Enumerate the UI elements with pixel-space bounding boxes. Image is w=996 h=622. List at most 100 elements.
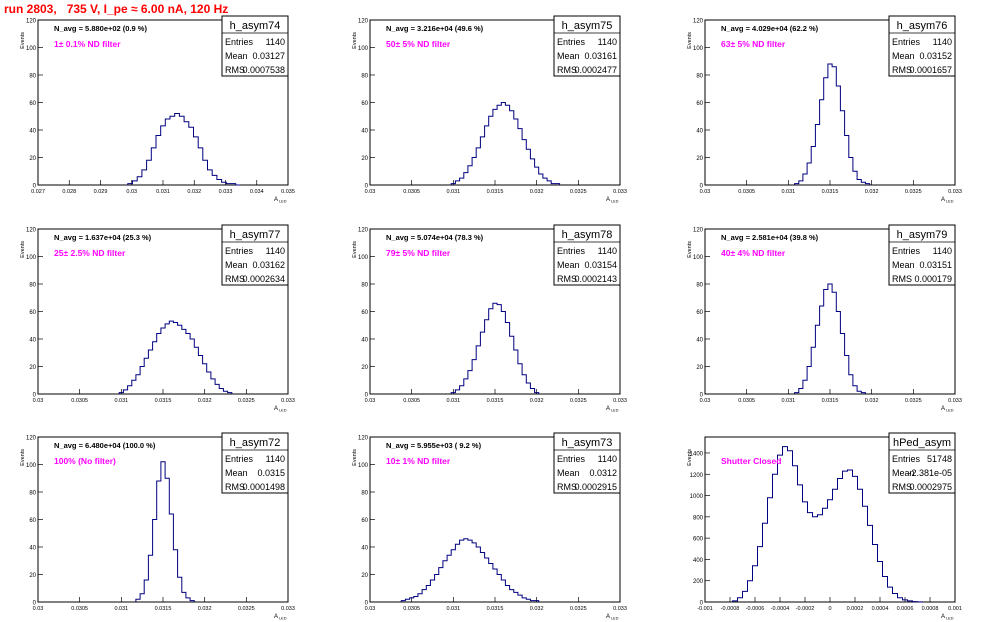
- x-tick-label: 0.03: [126, 189, 137, 195]
- x-tick-label: 0.0325: [570, 189, 587, 195]
- stat-label: Mean: [892, 51, 915, 61]
- y-tick-label: 80: [29, 74, 36, 80]
- y-tick-label: 40: [361, 546, 368, 552]
- navg-label: N_avg = 4.029e+04 (62.2 %): [721, 24, 819, 33]
- stat-value: 0.03154: [584, 260, 617, 270]
- y-tick-label: 100: [693, 255, 704, 261]
- x-tick-label: -0.001: [697, 606, 713, 612]
- x-tick-label: 0.033: [281, 398, 295, 404]
- x-tick-label: 0.031: [446, 398, 460, 404]
- x-tick-label: 0.0325: [238, 606, 255, 612]
- y-tick-label: 40: [29, 129, 36, 135]
- y-tick-label: 100: [26, 46, 37, 52]
- stat-label: RMS: [557, 65, 577, 75]
- y-tick-label: 20: [696, 156, 703, 162]
- stat-value: -2.381e-05: [908, 468, 952, 478]
- stat-value: 0.03162: [252, 260, 285, 270]
- x-tick-label: -0.0006: [746, 606, 765, 612]
- stat-box: [553, 224, 621, 286]
- stat-label: RMS: [892, 65, 912, 75]
- x-tick-label: 0.0315: [155, 606, 172, 612]
- x-axis-label: A LED: [941, 614, 954, 621]
- y-tick-label: 40: [696, 338, 703, 344]
- stat-value: 0.03152: [919, 51, 952, 61]
- x-tick-label: 0.032: [530, 398, 544, 404]
- filter-label: 79± 5% ND filter: [386, 248, 451, 258]
- y-tick-label: 400: [693, 558, 704, 564]
- y-axis-label: Events: [352, 449, 358, 466]
- y-tick-label: 20: [29, 156, 36, 162]
- x-tick-label: 0.03: [365, 398, 376, 404]
- y-tick-label: 80: [29, 491, 36, 497]
- stat-label: Entries: [557, 246, 586, 256]
- stat-label: Entries: [557, 454, 586, 464]
- stat-label: Mean: [557, 260, 580, 270]
- stat-value: 0.03161: [584, 51, 617, 61]
- y-tick-label: 80: [696, 74, 703, 80]
- x-tick-label: 0.031: [446, 189, 460, 195]
- stat-label: Entries: [225, 37, 254, 47]
- y-tick-label: 0: [33, 601, 37, 607]
- histogram-panel-h_asym74: 0 20 40 60 80 100 120 0.027 0.028 0.029 0.03 0.031 0…: [20, 15, 295, 204]
- histogram-panel-h_asym78: 0 20 40 60 80 100 120 0.03 0.0305 0.031 0.0315 0.03…: [352, 224, 627, 413]
- stat-value: 51748: [927, 454, 952, 464]
- stat-value: 1140: [266, 454, 285, 464]
- x-tick-label: 0.032: [198, 606, 212, 612]
- y-tick-label: 1000: [690, 494, 704, 500]
- x-tick-label: 0.0002: [847, 606, 864, 612]
- x-tick-label: 0.033: [281, 606, 295, 612]
- y-tick-label: 100: [358, 255, 369, 261]
- stat-value: 0.0007538: [242, 65, 285, 75]
- x-tick-label: -0.0008: [721, 606, 740, 612]
- stat-box: [221, 432, 289, 494]
- x-tick-label: 0.0325: [570, 606, 587, 612]
- x-tick-label: 0.029: [94, 189, 108, 195]
- stat-label: Mean: [892, 468, 915, 478]
- x-tick-label: 0.0315: [487, 398, 504, 404]
- histogram-panel-h_asym77: 0 20 40 60 80 100 120 0.03 0.0305 0.031 0.0315 0.03…: [20, 224, 295, 413]
- y-tick-label: 60: [696, 101, 703, 107]
- x-tick-label: 0.034: [250, 189, 264, 195]
- navg-label: N_avg = 5.880e+02 (0.9 %): [54, 24, 147, 33]
- navg-label: N_avg = 5.955e+03 ( 9.2 %): [386, 441, 482, 450]
- stat-box: [553, 15, 621, 77]
- y-tick-label: 20: [361, 156, 368, 162]
- x-tick-label: 0.033: [948, 189, 962, 195]
- y-tick-label: 120: [358, 436, 369, 442]
- x-tick-label: 0.027: [31, 189, 45, 195]
- stat-value: 0.0002634: [242, 274, 285, 284]
- histogram-h_asym76: [794, 63, 871, 185]
- stat-label: Entries: [892, 454, 921, 464]
- stat-box-title: h_asym73: [562, 437, 613, 449]
- stat-value: 1140: [598, 246, 617, 256]
- histogram-panel-h_asym73: 0 20 40 60 80 100 120 0.03 0.0305 0.031 0.0315 0.03…: [352, 432, 627, 621]
- stat-value: 0.0002915: [574, 482, 617, 492]
- histogram-h_asym77: [118, 320, 233, 394]
- x-axis-label: A LED: [274, 197, 287, 204]
- y-axis-label: Events: [20, 241, 26, 258]
- stat-box-title: hPed_asym: [893, 437, 951, 449]
- stat-value: 1140: [933, 37, 952, 47]
- stat-label: Entries: [225, 454, 254, 464]
- x-tick-label: 0.0305: [71, 398, 88, 404]
- y-tick-label: 20: [696, 365, 703, 371]
- stat-value: 0.0001657: [909, 65, 952, 75]
- y-tick-label: 80: [29, 283, 36, 289]
- x-axis-label: A LED: [941, 197, 954, 204]
- y-tick-label: 1200: [690, 473, 704, 479]
- x-tick-label: 0.03: [33, 398, 44, 404]
- navg-label: N_avg = 1.637e+04 (25.3 %): [54, 233, 152, 242]
- histogram-panel-h_asym75: 0 20 40 60 80 100 120 0.03 0.0305 0.031 0.0315 0.03…: [352, 15, 627, 204]
- x-tick-label: 0.032: [187, 189, 201, 195]
- x-tick-label: 0.0315: [822, 398, 839, 404]
- stat-label: Entries: [892, 246, 921, 256]
- stat-box: [888, 432, 956, 494]
- stat-value: 0.0312: [589, 468, 617, 478]
- stat-label: Mean: [225, 51, 248, 61]
- filter-label: 40± 4% ND filter: [721, 248, 786, 258]
- y-tick-label: 40: [29, 338, 36, 344]
- x-tick-label: 0.0315: [822, 189, 839, 195]
- histogram-h_asym74: [127, 113, 241, 186]
- stat-box-title: h_asym76: [897, 20, 948, 32]
- stat-value: 0.0002975: [909, 482, 952, 492]
